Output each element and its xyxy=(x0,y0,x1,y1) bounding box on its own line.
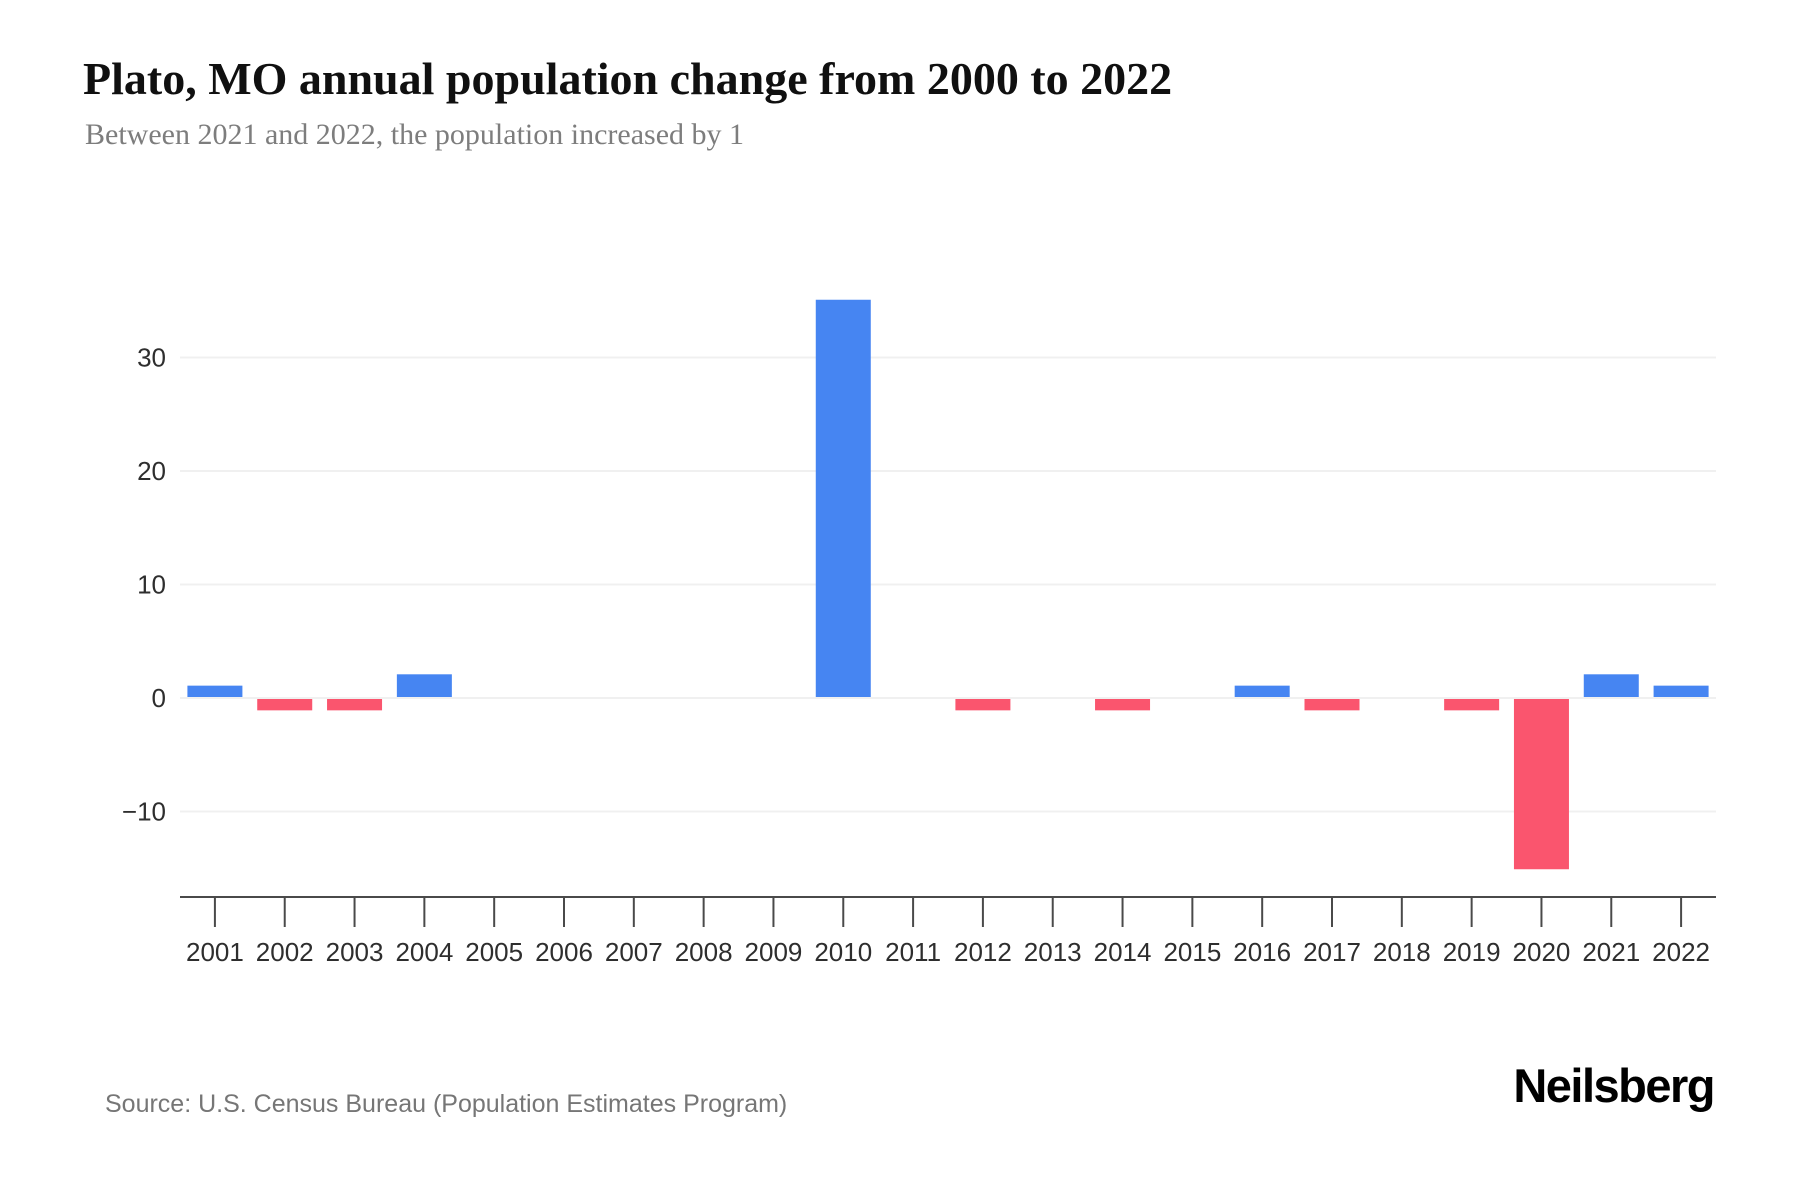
bar-2022[interactable] xyxy=(1653,685,1709,697)
y-tick-label: 10 xyxy=(137,570,166,600)
x-tick-label: 2011 xyxy=(885,937,941,967)
neilsberg-logo: Neilsberg xyxy=(1513,1059,1715,1112)
y-tick-label: 20 xyxy=(137,456,166,486)
page-title: Plato, MO annual population change from … xyxy=(83,53,1173,104)
y-tick-label: 30 xyxy=(137,343,166,373)
bar-2004[interactable] xyxy=(396,674,452,697)
bar-2014[interactable] xyxy=(1095,699,1151,711)
bar-2012[interactable] xyxy=(955,699,1011,711)
x-tick-label: 2012 xyxy=(954,937,1012,967)
x-tick-label: 2009 xyxy=(745,937,803,967)
page-subtitle: Between 2021 and 2022, the population in… xyxy=(85,118,745,151)
x-tick-label: 2008 xyxy=(675,937,733,967)
y-tick-label: 0 xyxy=(152,683,166,713)
y-tick-label: −10 xyxy=(122,797,166,827)
x-tick-label: 2010 xyxy=(814,937,872,967)
x-tick-label: 2006 xyxy=(535,937,593,967)
bar-2010[interactable] xyxy=(815,299,871,697)
x-tick-label: 2002 xyxy=(256,937,314,967)
bar-2002[interactable] xyxy=(257,699,313,711)
x-tick-label: 2021 xyxy=(1582,937,1640,967)
x-tick-label: 2007 xyxy=(605,937,663,967)
source-attribution: Source: U.S. Census Bureau (Population E… xyxy=(105,1090,788,1118)
x-tick-label: 2022 xyxy=(1652,937,1710,967)
x-tick-label: 2014 xyxy=(1094,937,1152,967)
x-tick-label: 2003 xyxy=(326,937,384,967)
bar-2003[interactable] xyxy=(327,699,383,711)
x-tick-label: 2016 xyxy=(1233,937,1291,967)
bar-2001[interactable] xyxy=(187,685,243,697)
bar-2016[interactable] xyxy=(1234,685,1290,697)
bar-2021[interactable] xyxy=(1583,674,1639,697)
x-tick-label: 2018 xyxy=(1373,937,1431,967)
x-tick-label: 2020 xyxy=(1513,937,1571,967)
population-change-chart: −10 0 10 20 30 2001 2002 2003 2004 2005 2006 2007 20… xyxy=(122,299,1716,967)
x-tick-label: 2015 xyxy=(1163,937,1221,967)
bar-2019[interactable] xyxy=(1444,699,1500,711)
x-tick-label: 2004 xyxy=(395,937,453,967)
bar-2017[interactable] xyxy=(1304,699,1360,711)
x-tick-label: 2013 xyxy=(1024,937,1082,967)
x-tick-label: 2001 xyxy=(186,937,244,967)
x-tick-label: 2017 xyxy=(1303,937,1361,967)
x-tick-label: 2005 xyxy=(465,937,523,967)
x-tick-label: 2019 xyxy=(1443,937,1501,967)
bar-2020[interactable] xyxy=(1513,699,1569,870)
